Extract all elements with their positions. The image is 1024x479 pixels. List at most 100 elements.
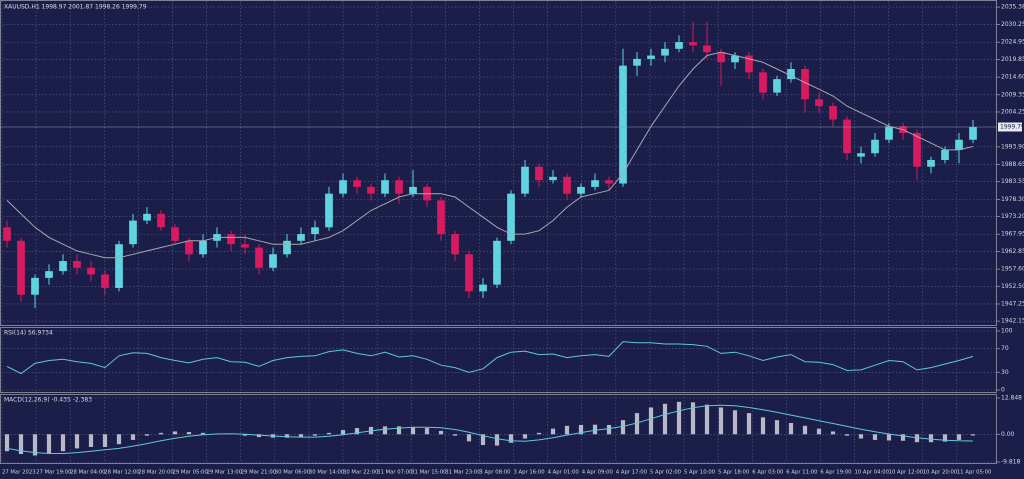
y-tick-label: 1962.85 bbox=[1001, 248, 1024, 255]
candle-body bbox=[815, 99, 823, 107]
candle-body bbox=[269, 254, 277, 268]
macd-bar bbox=[88, 434, 94, 447]
candle-body bbox=[3, 227, 11, 241]
y-tick-label: 12.848 bbox=[1001, 395, 1022, 402]
candle-body bbox=[171, 227, 179, 241]
price-title: XAUUSD,H1 1998.97 2001.87 1998.26 1999.7… bbox=[4, 4, 147, 11]
macd-bar bbox=[746, 413, 752, 435]
candle-body bbox=[409, 186, 417, 194]
candle-body bbox=[591, 180, 599, 187]
y-tick-label: 1967.95 bbox=[1001, 231, 1024, 238]
candle-body bbox=[703, 45, 711, 53]
signal-line bbox=[6, 404, 974, 454]
y-tick-label: 1983.55 bbox=[1001, 178, 1024, 185]
candle-body bbox=[507, 193, 515, 241]
candle-body bbox=[745, 55, 753, 73]
macd-bar bbox=[970, 434, 976, 436]
macd-bar bbox=[284, 434, 290, 438]
macd-title: MACD(12,26,9) -0.435 -2.383 bbox=[4, 397, 92, 404]
y-tick-label: 30 bbox=[1001, 369, 1009, 376]
macd-bar bbox=[872, 434, 878, 440]
candle-body bbox=[255, 247, 263, 268]
candle-body bbox=[241, 244, 249, 248]
y-tick-label: 1978.30 bbox=[1001, 196, 1024, 203]
macd-bar bbox=[144, 434, 150, 436]
candle-body bbox=[647, 55, 655, 59]
x-tick-label: 31 Mar 23:00 bbox=[445, 470, 481, 476]
macd-bar bbox=[648, 407, 654, 435]
candle-body bbox=[605, 180, 613, 184]
candle-body bbox=[689, 42, 697, 46]
macd-bar bbox=[522, 434, 528, 439]
macd-bar bbox=[186, 432, 192, 435]
candle-body bbox=[927, 159, 935, 167]
macd-bar bbox=[172, 431, 178, 435]
macd-bar bbox=[928, 434, 934, 443]
candle-body bbox=[577, 186, 585, 194]
x-tick-label: 6 Apr 03:00 bbox=[752, 470, 784, 476]
x-tick-label: 10 Apr 12:00 bbox=[889, 470, 924, 476]
candle-body bbox=[367, 186, 375, 194]
candle-body bbox=[297, 234, 305, 241]
y-tick-label: 1973.20 bbox=[1001, 213, 1024, 220]
macd-bar bbox=[396, 426, 402, 435]
y-tick-label: 2009.35 bbox=[1001, 91, 1024, 98]
x-tick-label: 28 Mar 04:00 bbox=[70, 470, 106, 476]
candle-body bbox=[157, 213, 165, 228]
macd-bar bbox=[676, 401, 682, 435]
macd-bar bbox=[438, 430, 444, 435]
macd-bar bbox=[564, 425, 570, 435]
candle-body bbox=[101, 274, 109, 288]
y-tick-label: 1952.50 bbox=[1001, 283, 1024, 290]
last-price-box bbox=[998, 122, 1022, 132]
macd-bar bbox=[760, 417, 766, 435]
macd-bar bbox=[718, 407, 724, 435]
macd-bar bbox=[900, 434, 906, 441]
macd-bar bbox=[690, 402, 696, 435]
candle-body bbox=[493, 240, 501, 285]
candle-body bbox=[479, 284, 487, 292]
x-tick-label: 5 Apr 18:00 bbox=[718, 470, 750, 476]
macd-bar bbox=[242, 434, 248, 436]
candle-body bbox=[143, 213, 151, 221]
x-tick-label: 6 Apr 19:00 bbox=[820, 470, 852, 476]
y-tick-label: 2004.25 bbox=[1001, 108, 1024, 115]
macd-bar bbox=[102, 434, 108, 447]
macd-bar bbox=[788, 422, 794, 435]
candle-body bbox=[227, 234, 235, 245]
moving-average bbox=[6, 51, 974, 259]
macd-bar bbox=[578, 424, 584, 435]
x-tick-label: 4 Apr 17:00 bbox=[616, 470, 648, 476]
x-tick-label: 6 Apr 11:00 bbox=[786, 470, 818, 476]
x-tick-label: 30 Mar 22:00 bbox=[343, 470, 379, 476]
macd-bar bbox=[382, 426, 388, 435]
candle-body bbox=[885, 126, 893, 140]
macd-bar bbox=[816, 428, 822, 435]
candle-body bbox=[17, 240, 25, 295]
candle-body bbox=[311, 227, 319, 235]
candle-body bbox=[759, 72, 767, 93]
candle-body bbox=[731, 55, 739, 63]
x-tick-label: 29 Mar 05:00 bbox=[173, 470, 209, 476]
candle-body bbox=[521, 166, 529, 194]
candle-body bbox=[87, 267, 95, 275]
macd-bar bbox=[312, 434, 318, 436]
macd-bar bbox=[620, 420, 626, 435]
y-tick-label: -9.818 bbox=[1001, 459, 1021, 466]
candle-body bbox=[437, 200, 445, 235]
x-tick-label: 10 Apr 04:00 bbox=[855, 470, 890, 476]
candle-body bbox=[465, 254, 473, 292]
rsi-line bbox=[6, 341, 974, 375]
candle-body bbox=[661, 48, 669, 56]
macd-bar bbox=[634, 413, 640, 435]
candle-body bbox=[129, 220, 137, 245]
y-tick-label: 1993.90 bbox=[1001, 143, 1024, 150]
marks bbox=[0, 21, 997, 456]
candle-body bbox=[843, 119, 851, 154]
x-tick-label: 30 Mar 06:00 bbox=[275, 470, 311, 476]
x-tick-label: 31 Mar 07:00 bbox=[377, 470, 413, 476]
candle-body bbox=[549, 176, 557, 181]
macd-bar bbox=[732, 410, 738, 435]
macd-bar bbox=[662, 403, 668, 435]
macd-bar bbox=[452, 434, 458, 436]
